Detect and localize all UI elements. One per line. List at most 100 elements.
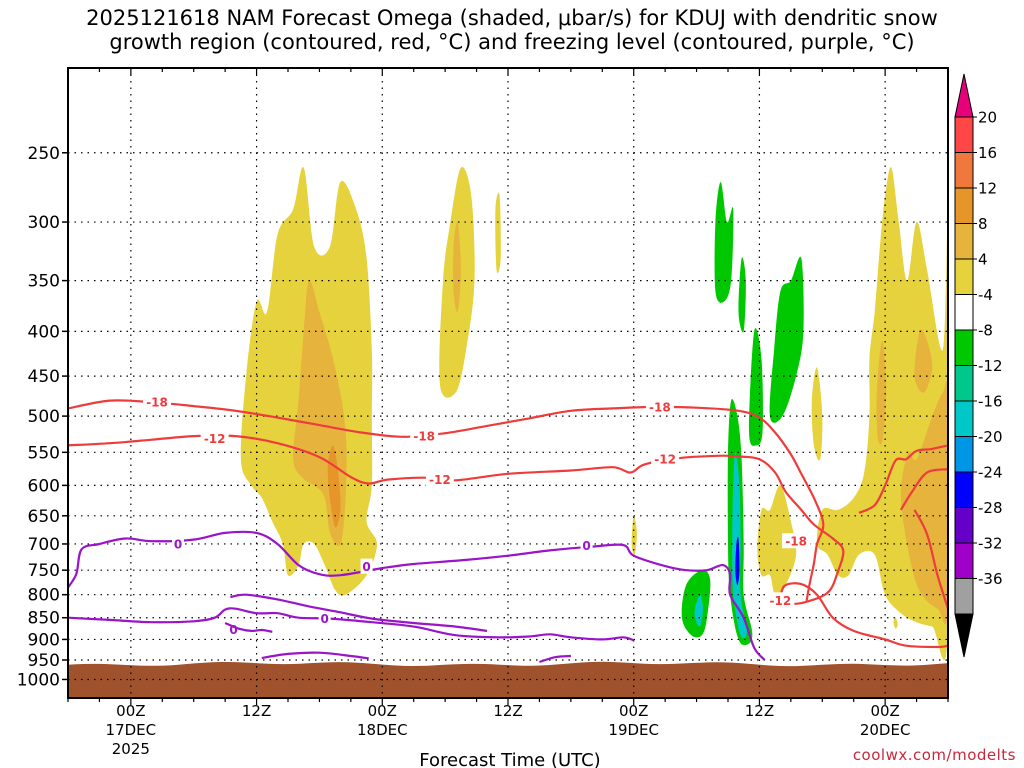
- omega-shaded-region: [732, 452, 747, 639]
- x-tick-label-time: 12Z: [493, 702, 522, 720]
- y-tick-label: 800: [28, 586, 60, 606]
- dgz-red-contour: [899, 468, 948, 511]
- y-axis: 2503003504004505005506006507007508008509…: [17, 144, 68, 690]
- y-tick-label: 250: [28, 144, 60, 164]
- omega-shaded-region: [738, 257, 746, 333]
- dgz-red-contour-label-bg: [410, 428, 439, 444]
- y-tick-label: 950: [28, 651, 60, 671]
- x-tick-label-date: 18DEC: [357, 721, 408, 739]
- freezing-level-contour: [230, 593, 488, 632]
- chart-title: 2025121618 NAM Forecast Omega (shaded, μ…: [0, 6, 1024, 54]
- omega-shaded-region: [876, 340, 887, 445]
- freezing-level-contour: [261, 651, 369, 660]
- dgz-red-contour-label-bg: [143, 394, 172, 410]
- x-axis-label: Forecast Time (UTC): [419, 750, 600, 768]
- dgz-red-contour: [913, 509, 948, 610]
- y-tick-label: 650: [28, 507, 60, 527]
- y-tick-label: 850: [28, 609, 60, 629]
- credit-text: coolwx.com/modelts: [853, 746, 1016, 764]
- x-tick-label-time: 00Z: [368, 702, 397, 720]
- dgz-red-contour-label-bg: [782, 533, 811, 549]
- colorbar: 20 16 12 8 4 -4 -8 -12 -16 -20 -24 -28 -32 -36: [954, 73, 1003, 658]
- omega-shaded-region: [327, 445, 341, 528]
- x-tick-label-year: 2025: [112, 740, 150, 758]
- dgz-red-contour-label: -18: [146, 396, 168, 410]
- y-tick-label: 900: [28, 630, 60, 650]
- colorbar-level-label: -32: [978, 535, 1003, 553]
- colorbar-level-label: -16: [978, 393, 1003, 411]
- x-tick-label-time: 12Z: [242, 702, 271, 720]
- gridlines: [68, 68, 948, 698]
- colorbar-swatch: [954, 258, 974, 295]
- dgz-red-contour-label: -12: [770, 594, 792, 608]
- omega-shaded-region: [694, 594, 703, 627]
- colorbar-level-label: 16: [978, 144, 997, 162]
- x-tick-label-time: 12Z: [745, 702, 774, 720]
- colorbar-swatch: [954, 187, 974, 224]
- freezing-level-contour: [539, 654, 571, 664]
- dgz-red-contour: [68, 399, 825, 601]
- colorbar-level-label: -12: [978, 357, 1003, 375]
- x-tick-label-time: 00Z: [619, 702, 648, 720]
- colorbar-level-label: 20: [978, 109, 997, 127]
- y-tick-label: 450: [28, 367, 60, 387]
- y-tick-label: 750: [28, 561, 60, 581]
- colorbar-swatch: [954, 223, 974, 260]
- colorbar-under-arrow: [954, 613, 974, 658]
- omega-shaded-region: [681, 570, 711, 638]
- freezing-level-contour-label-bg: [172, 535, 184, 551]
- contour-layer: -18 -18 -18 -18 -12 -12 -12 -12 0 0 0 0 0: [68, 394, 948, 664]
- omega-shaded-region: [811, 367, 823, 461]
- dgz-red-contour-label: -18: [785, 535, 807, 549]
- y-tick-label: 600: [28, 476, 60, 496]
- y-tick-label: 550: [28, 443, 60, 463]
- colorbar-swatch: [954, 152, 974, 189]
- omega-shaded-region: [893, 617, 898, 629]
- dgz-red-contour-label: -18: [413, 430, 435, 444]
- freezing-level-contour-label-bg: [318, 610, 331, 626]
- dgz-red-contour-label-bg: [766, 592, 795, 608]
- y-tick-label: 500: [28, 407, 60, 427]
- omega-shaded-region: [452, 221, 461, 313]
- colorbar-swatch: [954, 400, 974, 437]
- omega-shaded-region: [769, 256, 804, 423]
- dgz-red-contour-label-bg: [651, 451, 680, 467]
- colorbar-level-label: -24: [978, 464, 1003, 482]
- y-tick-label: 350: [28, 272, 60, 292]
- omega-shaded-region: [914, 329, 933, 393]
- freezing-level-contour-label: 0: [174, 537, 182, 551]
- omega-shaded-region: [714, 182, 734, 303]
- dgz-red-contour-label: -12: [654, 453, 676, 467]
- chart-title-line1: 2025121618 NAM Forecast Omega (shaded, μ…: [86, 6, 938, 30]
- omega-shaded-region: [495, 192, 501, 274]
- colorbar-level-label: 12: [978, 180, 997, 198]
- colorbar-over-arrow: [954, 73, 974, 118]
- colorbar-swatch: [954, 329, 974, 366]
- freezing-level-contour: [68, 530, 766, 661]
- dgz-red-contour-label: -12: [204, 432, 226, 446]
- dgz-red-contour: [858, 444, 948, 514]
- colorbar-swatch: [954, 436, 974, 473]
- colorbar-swatch: [954, 471, 974, 508]
- colorbar-level-label: 4: [978, 251, 988, 269]
- y-tick-label: 400: [28, 322, 60, 342]
- colorbar-swatch: [954, 507, 974, 544]
- colorbar-level-label: -4: [978, 286, 993, 304]
- freezing-level-contour-label: 0: [229, 623, 237, 637]
- freezing-level-contour-label-bg: [360, 558, 373, 574]
- x-tick-label-time: 00Z: [870, 702, 899, 720]
- colorbar-level-label: -20: [978, 428, 1003, 446]
- freezing-level-contour-label: 0: [582, 539, 590, 553]
- freezing-level-contour-label-bg: [580, 537, 593, 553]
- x-tick-label-date: 20DEC: [860, 721, 911, 739]
- dgz-red-contour-label: -18: [649, 400, 671, 414]
- freezing-level-contour: [68, 607, 635, 642]
- freezing-level-contour-label: 0: [320, 612, 328, 626]
- colorbar-swatch: [954, 365, 974, 402]
- dgz-red-contour-label-bg: [425, 471, 454, 487]
- omega-shaded-region: [748, 327, 763, 446]
- omega-shaded-region: [631, 515, 637, 556]
- dgz-red-contour-label: -12: [429, 473, 451, 487]
